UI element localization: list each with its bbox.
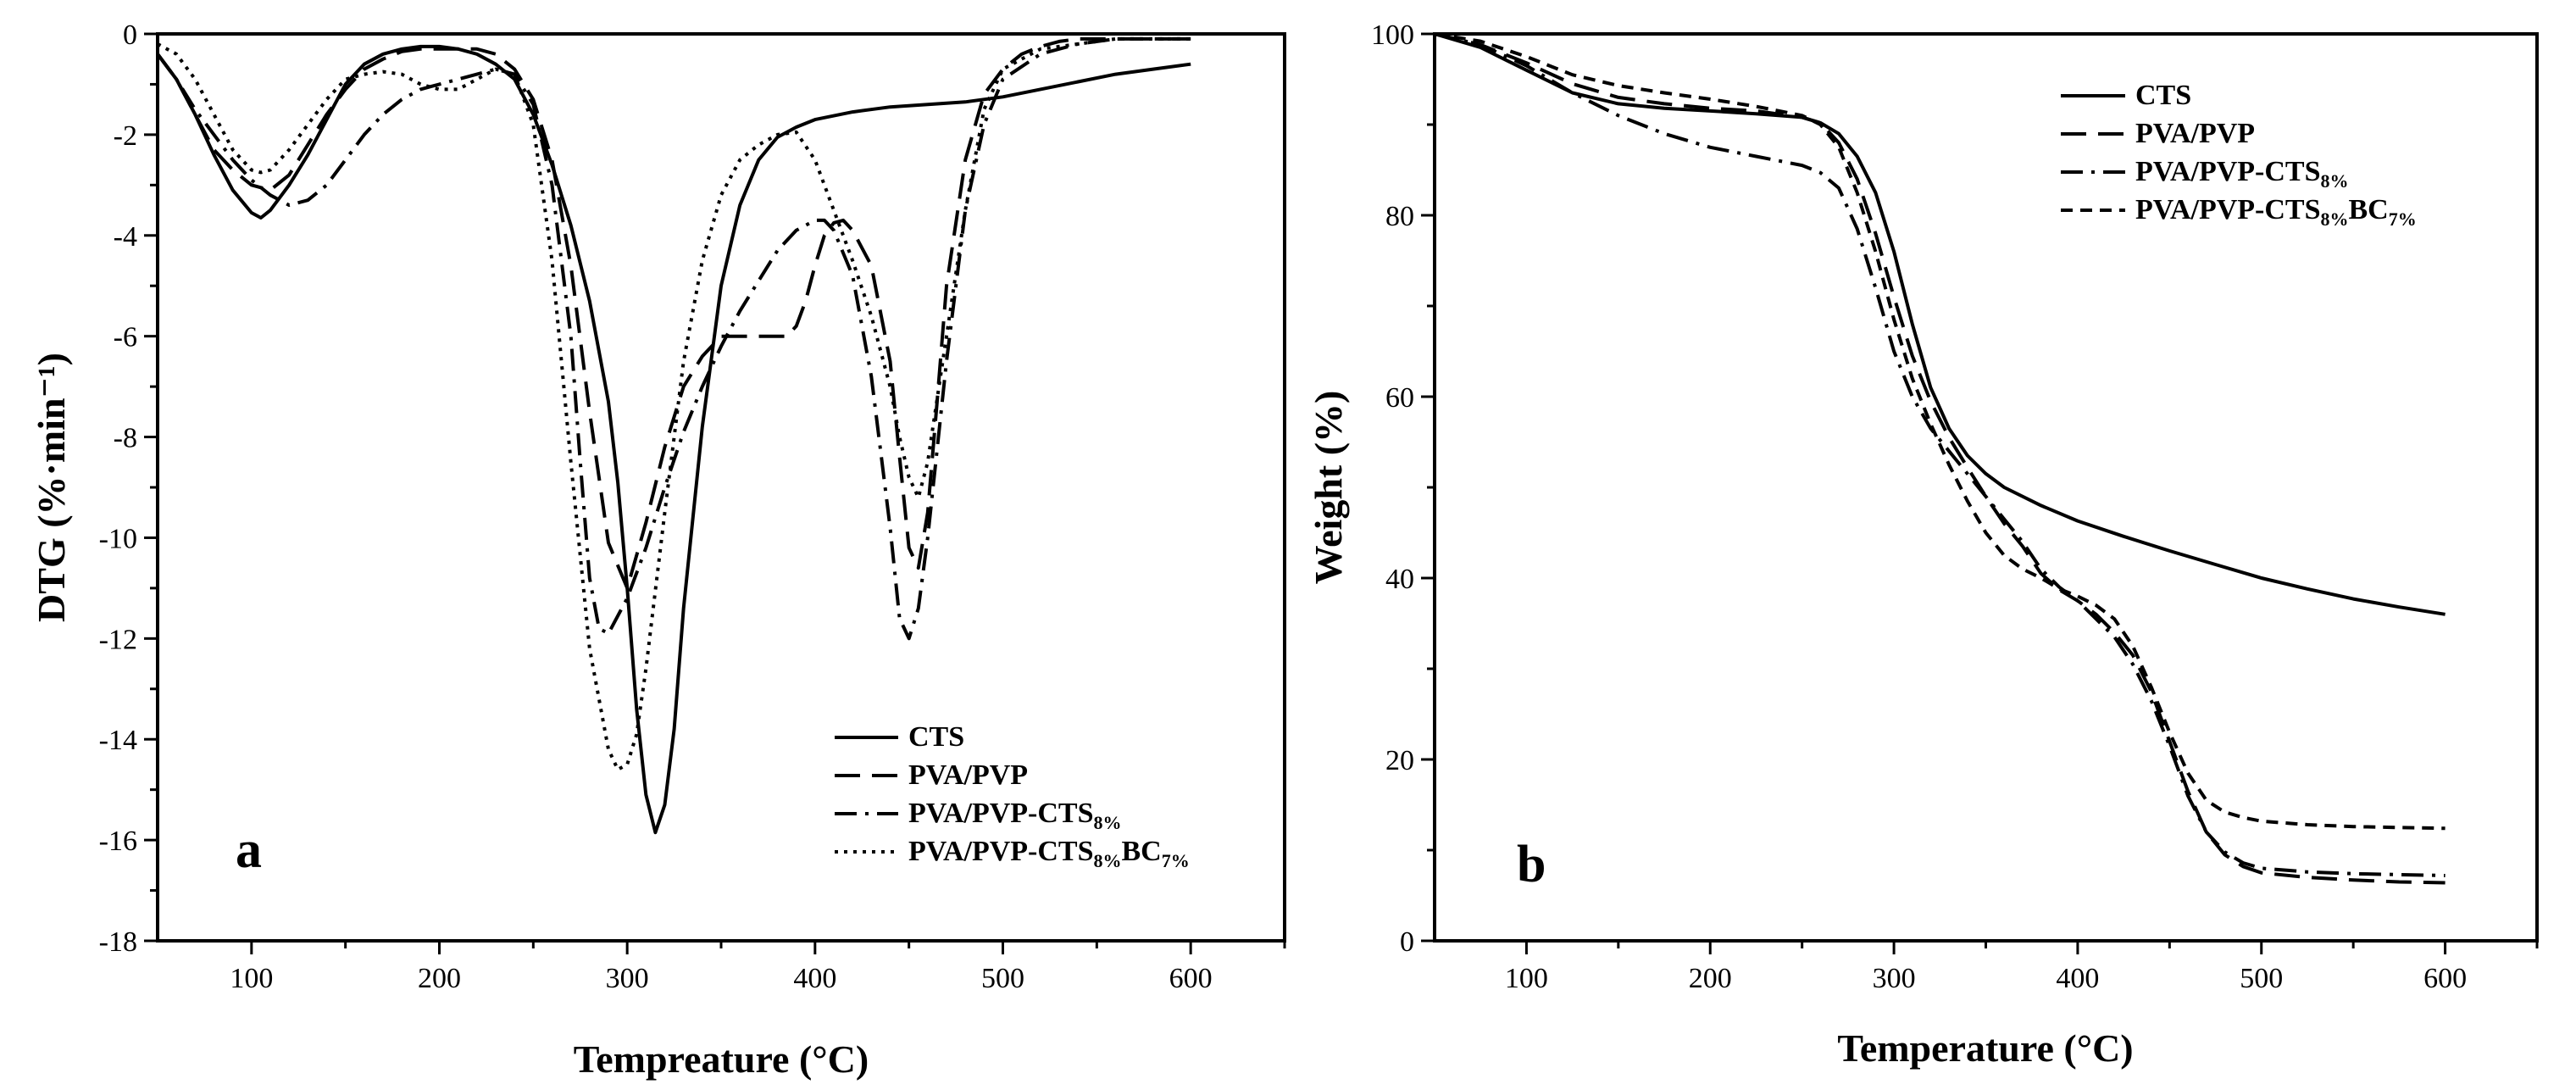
x-tick-label: 500 [2240,963,2283,994]
panel-b-plot-frame [1433,32,2539,943]
series-line-cts [1434,32,2446,616]
panel-b-letter: b [1517,836,1546,893]
legend-subscript: 7% [1162,850,1190,871]
legend-label: CTS [2135,80,2191,111]
legend-subscript: 8% [2321,170,2349,192]
y-tick-label: -4 [114,221,137,253]
x-tick-label: 200 [1689,963,1732,994]
panel-a-y-axis-title: DTG (%·min⁻¹) [30,353,73,622]
panel-b-weight-chart: 100 200 300 400 500 600 0 20 40 60 80 100 Temperatu… [1307,19,2539,1070]
series-line-pva-pvp-cts8- [1434,32,2446,877]
x-tick-label: 300 [1873,963,1916,994]
legend-text-part: PVA/PVP-CTS [2135,194,2321,225]
x-tick-label: 500 [981,963,1024,994]
y-tick-label: -8 [114,423,137,454]
x-tick-label: 600 [2423,963,2467,994]
y-tick-label: 40 [1385,564,1414,595]
y-tick-label: -12 [99,624,137,655]
legend-text-part: PVA/PVP [908,759,1028,791]
y-tick-label: 0 [123,19,137,51]
x-tick-label: 300 [606,963,649,994]
series-line-cts [156,44,1191,835]
y-tick-label: 20 [1385,745,1414,776]
panel-b-series-group [1434,32,2446,885]
legend-label: PVA/PVP-CTS8%BC7% [2135,194,2417,230]
panel-a-x-axis-title: Tempreature (°C) [574,1037,869,1081]
x-tick-label: 600 [1169,963,1213,994]
y-tick-label: -18 [99,926,137,958]
legend-text-part: PVA/PVP [2135,118,2255,149]
legend-subscript: 7% [2389,209,2417,230]
panel-b-ticks-group: 100 200 300 400 500 600 0 20 40 60 80 100 [1371,19,2539,994]
legend-text-part: CTS [908,721,964,753]
legend-label: PVA/PVP-CTS8% [2135,156,2349,192]
x-tick-label: 400 [793,963,836,994]
y-tick-label: -2 [114,120,137,152]
panel-a-dtg-chart: 100 200 300 400 500 600 0 -2 -4 -6 -8 -10 -12 -14 -16 -… [30,19,1286,1081]
legend-subscript: 8% [1094,812,1122,833]
legend-label: PVA/PVP-CTS8%BC7% [908,836,1190,871]
x-tick-label: 400 [2056,963,2099,994]
legend-label: PVA/PVP [908,759,1028,791]
legend-text-part: BC [1122,836,1162,867]
panel-a-plot-frame [156,32,1286,943]
legend-label: PVA/PVP [2135,118,2255,149]
legend-text-part: PVA/PVP-CTS [908,836,1094,867]
panel-b-y-axis-title: Weight (%) [1307,391,1350,585]
legend-text-part: PVA/PVP-CTS [2135,156,2321,187]
y-tick-label: 100 [1371,19,1414,51]
legend-subscript: 8% [2321,209,2349,230]
y-tick-label: 0 [1400,926,1414,958]
series-line-pva-pvp-cts8-bc7- [1434,32,2446,831]
legend-text-part: BC [2349,194,2389,225]
series-line-pva-pvp [156,36,1191,590]
legend-label: CTS [908,721,964,753]
legend-label: PVA/PVP-CTS8% [908,798,1122,833]
y-tick-label: -6 [114,322,137,353]
y-tick-label: 60 [1385,382,1414,414]
series-line-pva-pvp-cts8-bc7- [157,36,1191,771]
series-line-pva-pvp [1434,32,2446,885]
panel-a-series-group [156,36,1191,835]
legend-text-part: CTS [2135,80,2191,111]
series-line-pva-pvp-cts8- [156,36,1191,641]
y-tick-label: -16 [99,826,137,857]
y-tick-label: 80 [1385,201,1414,232]
y-tick-label: -10 [99,523,137,554]
x-tick-label: 100 [230,963,273,994]
panel-b-x-axis-title: Temperature (°C) [1837,1026,2133,1070]
x-tick-label: 200 [418,963,461,994]
legend-text-part: PVA/PVP-CTS [908,798,1094,829]
legend-subscript: 8% [1094,850,1122,871]
panel-a-ticks-group: 100 200 300 400 500 600 0 -2 -4 -6 -8 -10 -12 -14 -16 -… [99,19,1286,994]
panel-a-letter: a [236,821,262,879]
x-tick-label: 100 [1505,963,1548,994]
y-tick-label: -14 [99,725,137,756]
